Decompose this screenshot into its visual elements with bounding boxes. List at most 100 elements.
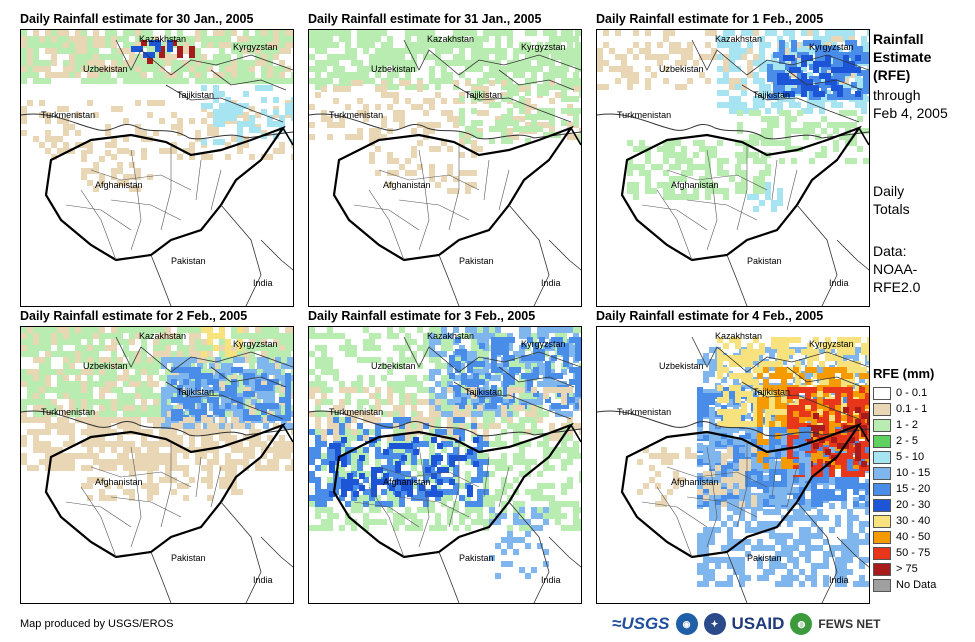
legend-label: 40 - 50	[896, 531, 931, 543]
country-label-kyrgyzstan: Kyrgyzstan	[809, 339, 854, 349]
legend-item: 0.1 - 1	[873, 401, 973, 417]
legend-item: 1 - 2	[873, 417, 973, 433]
legend-swatch	[873, 482, 891, 496]
country-label-turkmenistan: Turkmenistan	[41, 110, 96, 120]
legend-swatch	[873, 386, 891, 400]
country-label-india: India	[253, 575, 273, 585]
fews-net-logo: FEWS NET	[818, 617, 881, 631]
legend-label: 1 - 2	[896, 419, 919, 431]
country-label-india: India	[541, 575, 561, 585]
map-graphic	[597, 336, 869, 603]
usaid-logo: USAID	[731, 614, 785, 633]
data-line1: Data:	[873, 243, 907, 259]
legend-label: 2 - 5	[896, 435, 919, 447]
country-label-india: India	[829, 575, 849, 585]
legend: RFE (mm) 0 - 0.1 0.1 - 1 1 - 2 2 - 5 5 - 10 1…	[873, 366, 973, 593]
country-label-turkmenistan: Turkmenistan	[617, 110, 672, 120]
legend-item: 5 - 10	[873, 449, 973, 465]
legend-swatch	[873, 530, 891, 544]
map-graphic	[21, 30, 293, 306]
country-label-kyrgyzstan: Kyrgyzstan	[233, 42, 278, 52]
legend-item: No Data	[873, 577, 973, 593]
country-label-kyrgyzstan: Kyrgyzstan	[809, 42, 854, 52]
rfe-title: Rainfall Estimate (RFE)	[873, 30, 931, 84]
legend-label: 30 - 40	[896, 515, 931, 527]
noaa-icon: ◉	[675, 613, 698, 635]
daily-totals: Daily Totals	[873, 182, 910, 218]
country-label-pakistan: Pakistan	[747, 256, 782, 266]
logo-strip: ≈USGS ◉ ✦ USAID ◍ FEWS NET	[612, 610, 880, 638]
daily-line2: Totals	[873, 201, 910, 217]
map-credit: Map produced by USGS/EROS	[20, 618, 174, 630]
country-borders	[309, 336, 581, 603]
panel-title: Daily Rainfall estimate for 4 Feb., 2005	[596, 309, 824, 323]
legend-item: 30 - 40	[873, 513, 973, 529]
legend-item: 2 - 5	[873, 433, 973, 449]
rainfall-map: Kazakhstan Kyrgyzstan Uzbekistan Tajikistan…	[596, 326, 870, 604]
country-label-kazakhstan: Kazakhstan	[715, 331, 763, 341]
country-label-uzbekistan: Uzbekistan	[659, 361, 704, 371]
country-label-afghanistan: Afghanistan	[383, 477, 431, 487]
through-date: Feb 4, 2005	[873, 105, 948, 121]
legend-label: 50 - 75	[896, 547, 931, 559]
country-label-kazakhstan: Kazakhstan	[427, 34, 475, 44]
panel-title: Daily Rainfall estimate for 30 Jan., 200…	[20, 12, 254, 26]
legend-label: 15 - 20	[896, 483, 931, 495]
country-label-kyrgyzstan: Kyrgyzstan	[233, 339, 278, 349]
legend-title: RFE (mm)	[873, 366, 935, 381]
panel-1-feb: Daily Rainfall estimate for 1 Feb., 2005…	[596, 12, 896, 312]
legend-item: 50 - 75	[873, 545, 973, 561]
country-label-afghanistan: Afghanistan	[95, 477, 143, 487]
rainfall-map: Kazakhstan Kyrgyzstan Uzbekistan Tajikistan…	[308, 29, 582, 307]
country-label-pakistan: Pakistan	[459, 553, 494, 563]
country-label-uzbekistan: Uzbekistan	[83, 361, 128, 371]
country-label-tajikistan: Tajikistan	[753, 90, 791, 100]
rfe-title-line3: (RFE)	[873, 67, 911, 83]
rainfall-cells	[637, 337, 869, 587]
country-label-uzbekistan: Uzbekistan	[83, 64, 128, 74]
country-label-uzbekistan: Uzbekistan	[659, 64, 704, 74]
country-label-turkmenistan: Turkmenistan	[617, 407, 672, 417]
country-label-turkmenistan: Turkmenistan	[329, 110, 384, 120]
country-label-tajikistan: Tajikistan	[177, 90, 215, 100]
panel-2-feb: Daily Rainfall estimate for 2 Feb., 2005…	[20, 309, 320, 609]
country-label-kazakhstan: Kazakhstan	[427, 331, 475, 341]
legend-label: 5 - 10	[896, 451, 925, 463]
country-label-tajikistan: Tajikistan	[753, 387, 791, 397]
country-label-afghanistan: Afghanistan	[671, 180, 719, 190]
country-label-kazakhstan: Kazakhstan	[139, 34, 187, 44]
legend-item: 40 - 50	[873, 529, 973, 545]
country-label-afghanistan: Afghanistan	[95, 180, 143, 190]
map-graphic	[309, 30, 581, 306]
rfe-title-line2: Estimate	[873, 49, 932, 65]
legend-label: 20 - 30	[896, 499, 931, 511]
panel-title: Daily Rainfall estimate for 3 Feb., 2005	[308, 309, 536, 323]
country-label-uzbekistan: Uzbekistan	[371, 64, 416, 74]
panel-3-feb: Daily Rainfall estimate for 3 Feb., 2005…	[308, 309, 608, 609]
country-label-kyrgyzstan: Kyrgyzstan	[521, 339, 566, 349]
country-label-kyrgyzstan: Kyrgyzstan	[521, 42, 566, 52]
legend-swatch	[873, 434, 891, 448]
country-borders	[597, 39, 869, 306]
country-label-pakistan: Pakistan	[747, 553, 782, 563]
rainfall-cells	[309, 30, 581, 194]
rainfall-map: Kazakhstan Kyrgyzstan Uzbekistan Tajikistan…	[308, 326, 582, 604]
rainfall-cells	[21, 327, 293, 501]
country-borders	[21, 336, 293, 603]
data-line3: RFE2.0	[873, 279, 921, 295]
country-borders	[309, 39, 581, 306]
country-label-tajikistan: Tajikistan	[465, 387, 503, 397]
country-label-india: India	[541, 278, 561, 288]
country-label-turkmenistan: Turkmenistan	[41, 407, 96, 417]
country-label-tajikistan: Tajikistan	[177, 387, 215, 397]
rfe-title-line1: Rainfall	[873, 31, 924, 47]
rainfall-cells	[309, 327, 581, 579]
legend-label: 0 - 0.1	[896, 387, 928, 399]
country-label-pakistan: Pakistan	[459, 256, 494, 266]
panel-30-jan: Daily Rainfall estimate for 30 Jan., 200…	[20, 12, 320, 312]
map-graphic	[597, 30, 869, 306]
data-source: Data: NOAA- RFE2.0	[873, 242, 920, 296]
legend-item: 10 - 15	[873, 465, 973, 481]
legend-label: > 75	[896, 563, 918, 575]
country-borders	[597, 336, 869, 603]
